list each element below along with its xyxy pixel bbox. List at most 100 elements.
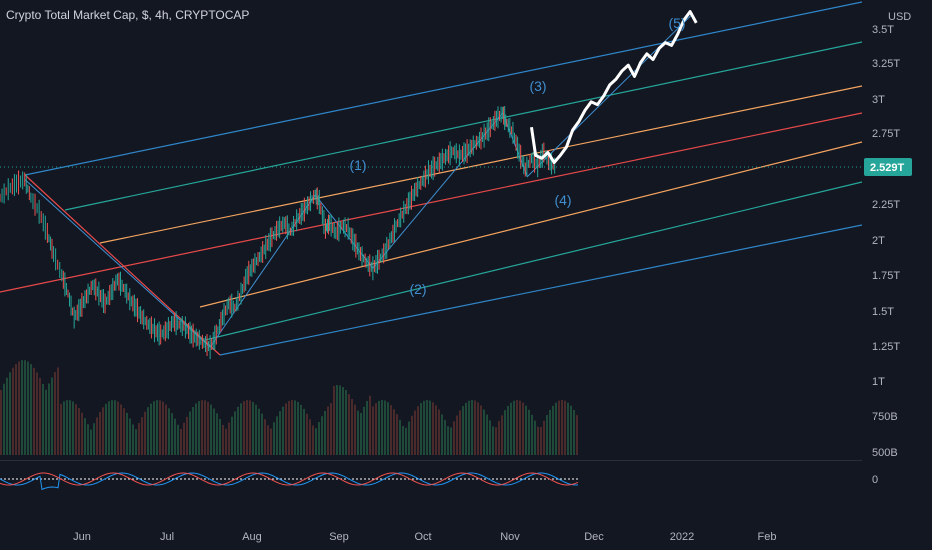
pitchfork-channels: [0, 1, 863, 356]
volume-bar: [345, 390, 347, 455]
x-tick-label: Feb: [758, 531, 777, 543]
volume-bar: [147, 407, 149, 455]
volume-bar: [51, 377, 53, 455]
volume-bar: [498, 421, 500, 455]
volume-bar: [516, 400, 518, 455]
volume-bar: [570, 405, 572, 455]
volume-bar: [312, 425, 314, 455]
wave-label: (4): [554, 192, 571, 208]
volume-bar: [159, 400, 161, 455]
volume-bar: [330, 403, 332, 455]
volume-bar: [540, 426, 542, 455]
volume-bar: [564, 400, 566, 455]
volume-bar: [270, 428, 272, 455]
wave-label: (5): [668, 15, 685, 31]
volume-bar: [240, 403, 242, 455]
time-axis[interactable]: Jun Jul Aug Sep Oct Nov Dec 2022 Feb: [73, 531, 776, 543]
volume-bar: [183, 422, 185, 455]
volume-bar: [75, 404, 77, 455]
x-tick-label: Nov: [500, 531, 520, 543]
volume-bar: [336, 385, 338, 455]
volume-bar: [252, 401, 254, 455]
volume-bar: [21, 360, 23, 455]
volume-bar: [78, 408, 80, 455]
volume-bar: [411, 415, 413, 455]
currency-label: USD: [888, 11, 911, 23]
volume-bar: [285, 403, 287, 455]
volume-bar: [66, 400, 68, 455]
volume-bar: [552, 405, 554, 455]
volume-bar: [432, 402, 434, 455]
volume-bar: [480, 405, 482, 455]
volume-bar: [486, 414, 488, 455]
volume-bar: [288, 401, 290, 455]
volume-bar: [129, 418, 131, 455]
volume-bar: [417, 406, 419, 455]
x-tick-label: Aug: [242, 531, 262, 543]
volume-bar: [438, 409, 440, 455]
volume-bar: [132, 424, 134, 455]
volume-bar: [123, 408, 125, 455]
channel-line: [64, 41, 863, 211]
volume-bar: [420, 402, 422, 455]
volume-bar: [24, 360, 26, 455]
channel-line: [199, 141, 863, 308]
volume-bar: [120, 404, 122, 455]
volume-bar: [459, 410, 461, 455]
volume-bar: [36, 372, 38, 455]
volume-bar: [249, 400, 251, 455]
volume-bar: [114, 400, 116, 455]
volume-bar: [429, 400, 431, 455]
volume-bar: [33, 367, 35, 455]
oscillator-line-fast: [0, 472, 579, 491]
volume-bar: [135, 429, 137, 455]
volume-bar: [117, 401, 119, 455]
volume-bar: [300, 404, 302, 455]
last-price-tag: [864, 158, 912, 176]
volume-bar: [549, 409, 551, 455]
volume-bar: [60, 403, 62, 455]
volume-bar: [144, 411, 146, 455]
channel-line: [24, 1, 863, 176]
volume-bar: [513, 400, 515, 455]
volume-bar: [309, 419, 311, 455]
volume-bar: [303, 408, 305, 455]
y-tick-label: 1.75T: [872, 270, 900, 282]
volume-bar: [177, 424, 179, 455]
volume-bar: [573, 409, 575, 455]
volume-bar: [201, 400, 203, 455]
volume-bar: [180, 428, 182, 455]
volume-bar: [141, 417, 143, 455]
volume-bar: [255, 404, 257, 455]
volume-bar: [315, 428, 317, 455]
volume-bar: [48, 383, 50, 455]
projection-line: [529, 10, 698, 164]
volume-bar: [468, 400, 470, 455]
wave-label: (2): [409, 281, 426, 297]
volume-bar: [102, 407, 104, 455]
volume-bar: [477, 402, 479, 455]
volume-bar: [441, 414, 443, 455]
volume-bar: [186, 416, 188, 455]
volume-bar: [525, 405, 527, 455]
volume-bar: [381, 400, 383, 455]
volume-bar: [63, 401, 65, 455]
volume-bar: [99, 411, 101, 455]
oscillator-line-slow: [0, 472, 579, 486]
volume-bar: [318, 422, 320, 455]
volume-bar: [165, 404, 167, 455]
volume-bar: [39, 377, 41, 455]
projection-series: [529, 10, 698, 164]
volume-bar: [282, 406, 284, 455]
price-axis[interactable]: 3.5T 3.25T 3T 2.75T 2.25T 2T 1.75T 1.5T 1.25T 1T 7…: [872, 24, 900, 459]
volume-bar: [333, 385, 335, 455]
volume-bar: [84, 418, 86, 455]
volume-bar: [171, 413, 173, 455]
channel-line: [0, 112, 863, 293]
volume-bar: [195, 403, 197, 455]
volume-bar: [357, 410, 359, 455]
volume-bar: [501, 415, 503, 455]
volume-bar: [108, 401, 110, 455]
volume-bar: [18, 361, 20, 455]
